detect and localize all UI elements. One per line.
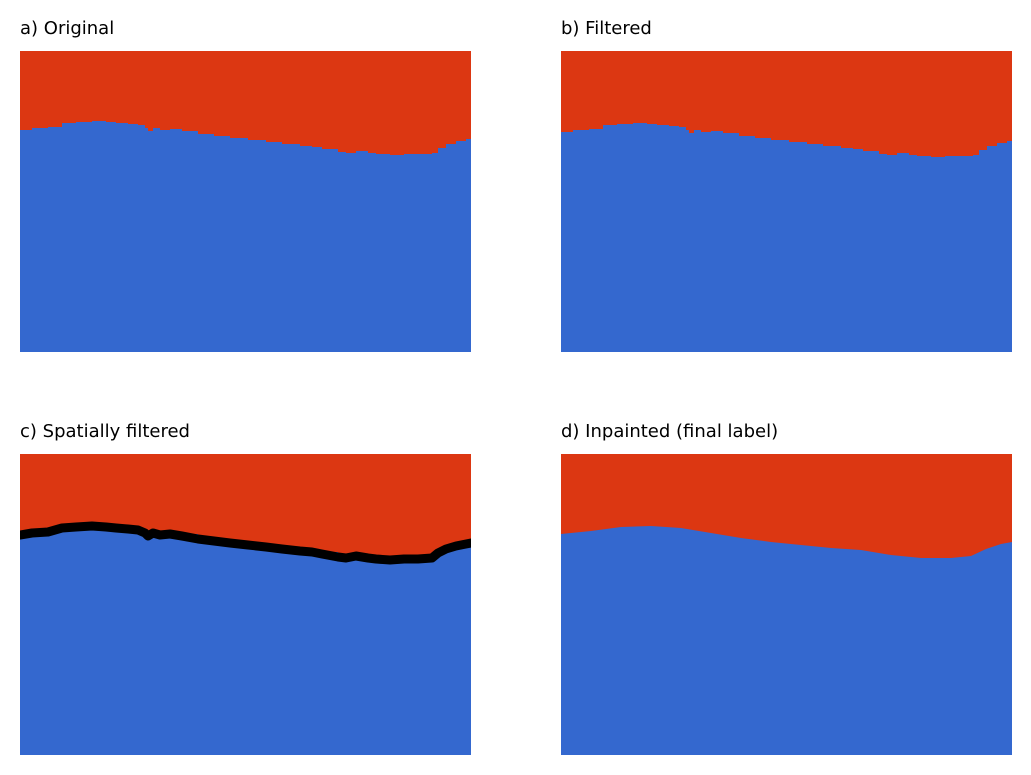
panel-d-image [561, 454, 1012, 755]
panel-c-image [20, 454, 471, 755]
panel-c-title: c) Spatially filtered [20, 421, 190, 442]
panel-d-bottom-region [561, 526, 1012, 755]
panel-d-title: d) Inpainted (final label) [561, 421, 779, 442]
panel-c-bottom-region [20, 524, 471, 755]
panel-a-image [20, 51, 471, 352]
panel-b-bottom-region [561, 123, 1012, 352]
panel-b-title: b) Filtered [561, 18, 652, 39]
panel-a-title: a) Original [20, 18, 115, 39]
panel-b-image [561, 51, 1012, 352]
panel-c-boundary-line [20, 521, 471, 565]
panel-a-bottom-region [20, 121, 471, 352]
